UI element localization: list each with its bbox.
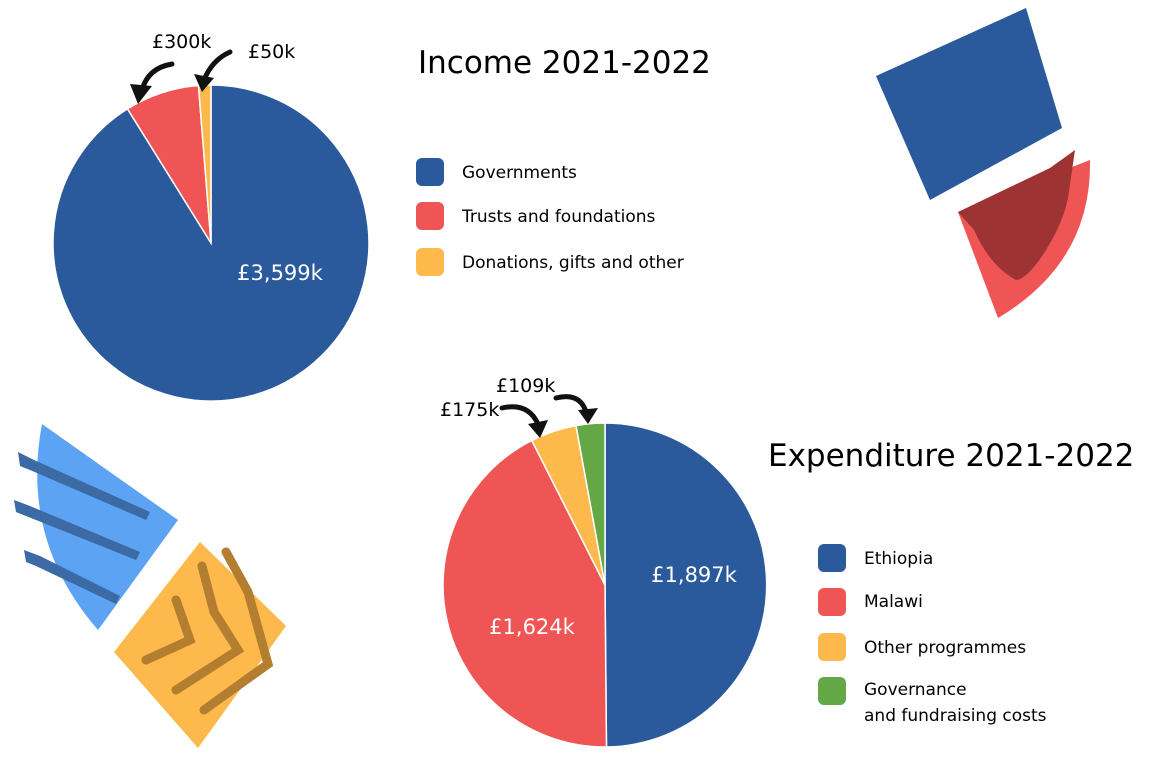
pie-slice-governance	[575, 422, 606, 586]
deco-darkred-shape	[958, 150, 1075, 280]
deco-orange-square	[114, 542, 286, 748]
legend-swatch-other-programmes	[818, 633, 846, 661]
expenditure-callout-other: £175k	[440, 399, 499, 421]
income-arrowheads	[130, 74, 214, 104]
income-callout-trusts: £300k	[152, 31, 211, 53]
income-pie	[52, 84, 370, 402]
legend-label-governments: Governments	[462, 163, 577, 183]
legend-swatch-donations	[416, 248, 444, 276]
legend-swatch-malawi	[818, 588, 846, 616]
legend-label-donations: Donations, gifts and other	[462, 253, 684, 273]
legend-label-governance-line1: Governance	[864, 680, 967, 700]
legend-swatch-ethiopia	[818, 544, 846, 572]
arrow-other	[499, 404, 541, 427]
expenditure-title: Expenditure 2021-2022	[768, 438, 1134, 474]
pie-slice-malawi	[442, 439, 608, 748]
arrow-donations	[201, 49, 233, 83]
income-title: Income 2021-2022	[418, 45, 711, 81]
legend-label-malawi: Malawi	[864, 592, 923, 612]
expenditure-legend: Ethiopia Malawi Other programmes Governa…	[818, 544, 1047, 726]
legend-swatch-trusts	[416, 202, 444, 230]
expenditure-callout-arrows	[499, 394, 589, 427]
legend-swatch-governance	[818, 677, 846, 705]
legend-label-other-programmes: Other programmes	[864, 638, 1026, 658]
expenditure-callout-governance: £109k	[496, 375, 555, 397]
deco-stripes	[14, 452, 150, 604]
income-callout-arrows	[139, 49, 233, 93]
legend-label-trusts: Trusts and foundations	[461, 207, 656, 227]
income-slice-value-label-governments: £3,599k	[237, 261, 323, 285]
legend-swatch-governments	[416, 158, 444, 186]
deco-blue-square	[876, 8, 1062, 200]
expenditure-pie	[442, 422, 768, 748]
expenditure-slice-value-label-malawi: £1,624k	[489, 615, 575, 639]
decorative-shapes	[14, 8, 1091, 748]
legend-label-governance-line2: and fundraising costs	[864, 706, 1047, 726]
legend-label-ethiopia: Ethiopia	[864, 549, 933, 569]
income-callout-donations: £50k	[248, 41, 295, 63]
income-legend: Governments Trusts and foundations Donat…	[416, 158, 684, 276]
expenditure-arrowheads	[528, 408, 598, 438]
arrow-governance	[553, 394, 589, 415]
expenditure-slice-value-label-ethiopia: £1,897k	[651, 563, 737, 587]
deco-chevrons	[141, 547, 274, 715]
pie-slice-ethiopia	[604, 422, 768, 748]
